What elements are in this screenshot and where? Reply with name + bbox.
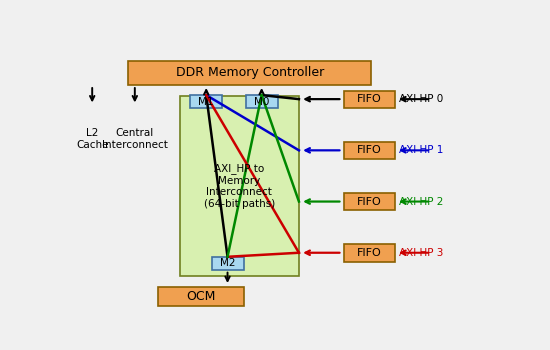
FancyBboxPatch shape [344, 193, 395, 210]
Text: AXI HP 0: AXI HP 0 [399, 94, 443, 104]
Text: Central
Interconnect: Central Interconnect [102, 128, 168, 150]
Text: M2: M2 [220, 258, 235, 268]
FancyBboxPatch shape [190, 95, 222, 108]
Text: L2
Cache: L2 Cache [76, 128, 108, 150]
Text: AXI HP 3: AXI HP 3 [399, 248, 443, 258]
Text: FIFO: FIFO [357, 146, 382, 155]
Text: FIFO: FIFO [357, 248, 382, 258]
FancyBboxPatch shape [179, 96, 299, 276]
FancyBboxPatch shape [344, 91, 395, 108]
Text: AXI HP 1: AXI HP 1 [399, 145, 443, 155]
Text: AXI HP 2: AXI HP 2 [399, 197, 443, 206]
Text: FIFO: FIFO [357, 197, 382, 207]
FancyBboxPatch shape [212, 257, 244, 270]
FancyBboxPatch shape [344, 244, 395, 262]
FancyBboxPatch shape [129, 61, 371, 85]
FancyBboxPatch shape [344, 142, 395, 159]
Text: AXI_HP to
Memory
Interconnect
(64-bit paths): AXI_HP to Memory Interconnect (64-bit pa… [204, 163, 275, 209]
Text: DDR Memory Controller: DDR Memory Controller [176, 66, 324, 79]
FancyBboxPatch shape [158, 287, 244, 306]
Text: M1: M1 [199, 97, 214, 106]
Text: OCM: OCM [186, 290, 216, 303]
Text: M0: M0 [254, 97, 270, 106]
Text: FIFO: FIFO [357, 94, 382, 104]
FancyBboxPatch shape [246, 95, 278, 108]
